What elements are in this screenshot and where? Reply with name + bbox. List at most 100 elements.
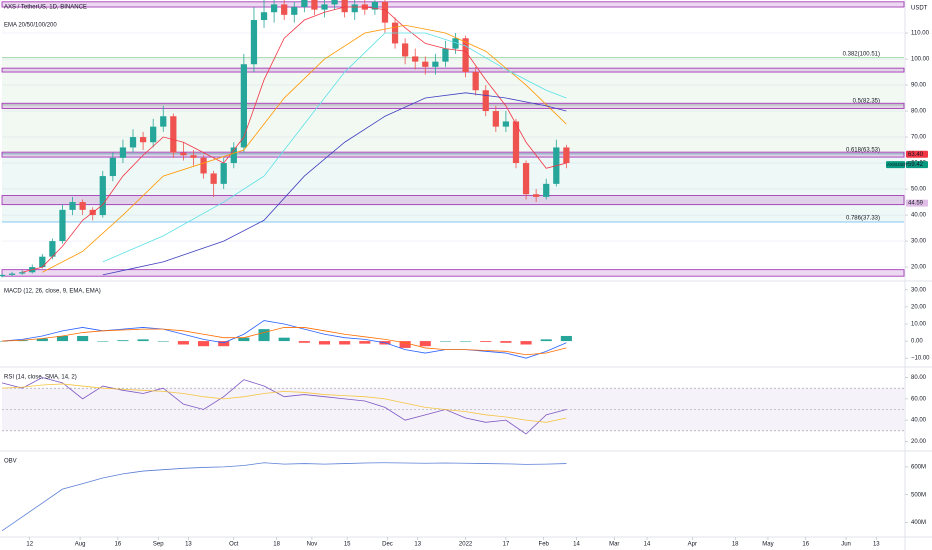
y-tick-label: 400M — [911, 520, 926, 526]
candle-body — [351, 4, 358, 13]
candle-body — [563, 147, 570, 164]
histogram-bar — [419, 341, 431, 347]
histogram-bar — [278, 337, 290, 342]
candle-body — [49, 241, 56, 257]
pane — [1, 377, 904, 435]
pane-title: MACD (12, 26, close, 9, EMA, EMA) — [4, 289, 101, 295]
price-tag-label: 59.42 — [908, 162, 924, 168]
price-tag — [906, 161, 928, 169]
symbol-tag — [886, 161, 905, 169]
x-tick-label: 18 — [273, 542, 280, 548]
y-tick-label: 90.00 — [911, 83, 927, 89]
y-tick-label: 10.00 — [911, 322, 927, 328]
line-series — [102, 32, 567, 263]
y-tick-label: 50.00 — [911, 187, 927, 193]
y-tick-label: 110.00 — [911, 31, 930, 37]
y-tick-label: 70.00 — [911, 135, 927, 141]
line-series — [1, 462, 567, 532]
price-tag — [906, 150, 928, 158]
y-tick-label: 20.00 — [911, 304, 927, 310]
line-series — [22, 6, 567, 273]
line-series — [1, 327, 567, 356]
candle-body — [139, 137, 147, 143]
pane — [1, 462, 567, 532]
y-tick-label: 80.00 — [911, 375, 927, 381]
candle-body — [109, 157, 116, 177]
histogram-bar — [298, 341, 310, 343]
candle-body — [281, 4, 288, 15]
candle-body — [543, 183, 550, 197]
candle-body — [270, 4, 278, 13]
histogram-bar — [480, 341, 492, 342]
y-tick-label: 600M — [911, 464, 926, 470]
x-tick-label: Dec — [382, 542, 393, 548]
support-zone — [1, 67, 905, 73]
candle-body — [512, 121, 520, 164]
x-tick-label: 13 — [414, 542, 421, 548]
candle-body — [210, 173, 217, 184]
candle-body — [341, 0, 348, 13]
line-series — [1, 377, 567, 435]
candle-body — [442, 48, 449, 62]
fib-fill — [2, 104, 904, 154]
candle-body — [180, 152, 187, 156]
x-tick-label: 16 — [802, 542, 809, 548]
x-tick-label: 2022 — [459, 542, 473, 548]
y-tick-label: 500M — [911, 492, 926, 498]
histogram-bar — [16, 340, 28, 342]
candle-body — [482, 90, 489, 112]
x-tick-label: 13 — [873, 542, 880, 548]
pane-title: RSI (14, close, SMA, 14, 2) — [4, 375, 77, 381]
pane — [0, 320, 572, 359]
fib-fill — [2, 153, 904, 223]
candle-body — [190, 155, 197, 158]
histogram-bar — [97, 341, 109, 342]
candle-body — [291, 7, 298, 15]
y-tick-label: 100.00 — [911, 57, 930, 63]
x-tick-label: May — [762, 542, 773, 548]
candle-body — [472, 72, 479, 91]
histogram-bar — [77, 335, 89, 342]
y-tick-label: 60.00 — [911, 396, 927, 402]
x-tick-label: 12 — [26, 542, 33, 548]
pane-subtitle: EMA 20/50/100/200 — [4, 23, 57, 29]
candle-body — [99, 176, 106, 216]
x-tick-label: Apr — [688, 542, 697, 548]
candle-body — [321, 4, 328, 10]
x-tick-label: Oct — [229, 542, 239, 548]
support-zone — [1, 151, 905, 158]
x-tick-label: 14 — [573, 542, 580, 548]
candle-body — [39, 256, 46, 268]
candle-body — [129, 137, 137, 148]
candle-body — [8, 273, 16, 275]
fib-label: 0.382(100.51) — [843, 51, 880, 57]
candle-body — [230, 147, 237, 164]
fib-label: 0.618(63.53) — [846, 147, 880, 153]
histogram-bar — [258, 329, 270, 342]
candle-body — [402, 43, 409, 57]
x-tick-label: 17 — [503, 542, 510, 548]
symbol-tag-label: AXSUSDT — [887, 162, 909, 167]
fib-label: 0.5(82.35) — [853, 99, 880, 105]
candle-body — [160, 116, 167, 127]
histogram-bar — [177, 341, 189, 345]
histogram-bar — [56, 335, 69, 342]
histogram-bar — [36, 338, 48, 342]
price-tag — [906, 199, 928, 207]
y-tick-label: 30.00 — [911, 287, 927, 293]
candle-body — [240, 64, 248, 148]
y-tick-label: 20.00 — [911, 439, 927, 445]
histogram-bar — [439, 341, 451, 342]
histogram-bar — [318, 341, 331, 345]
histogram-bar — [117, 340, 129, 342]
candle-body — [170, 116, 177, 153]
fib-fill — [2, 57, 904, 105]
candle-body — [200, 157, 207, 174]
line-series — [102, 92, 567, 276]
candle-body — [462, 38, 469, 73]
histogram-bar — [238, 337, 250, 342]
candle-body — [502, 121, 510, 127]
candle-body — [301, 0, 308, 8]
fib-label: 0.786(37.33) — [846, 216, 880, 222]
